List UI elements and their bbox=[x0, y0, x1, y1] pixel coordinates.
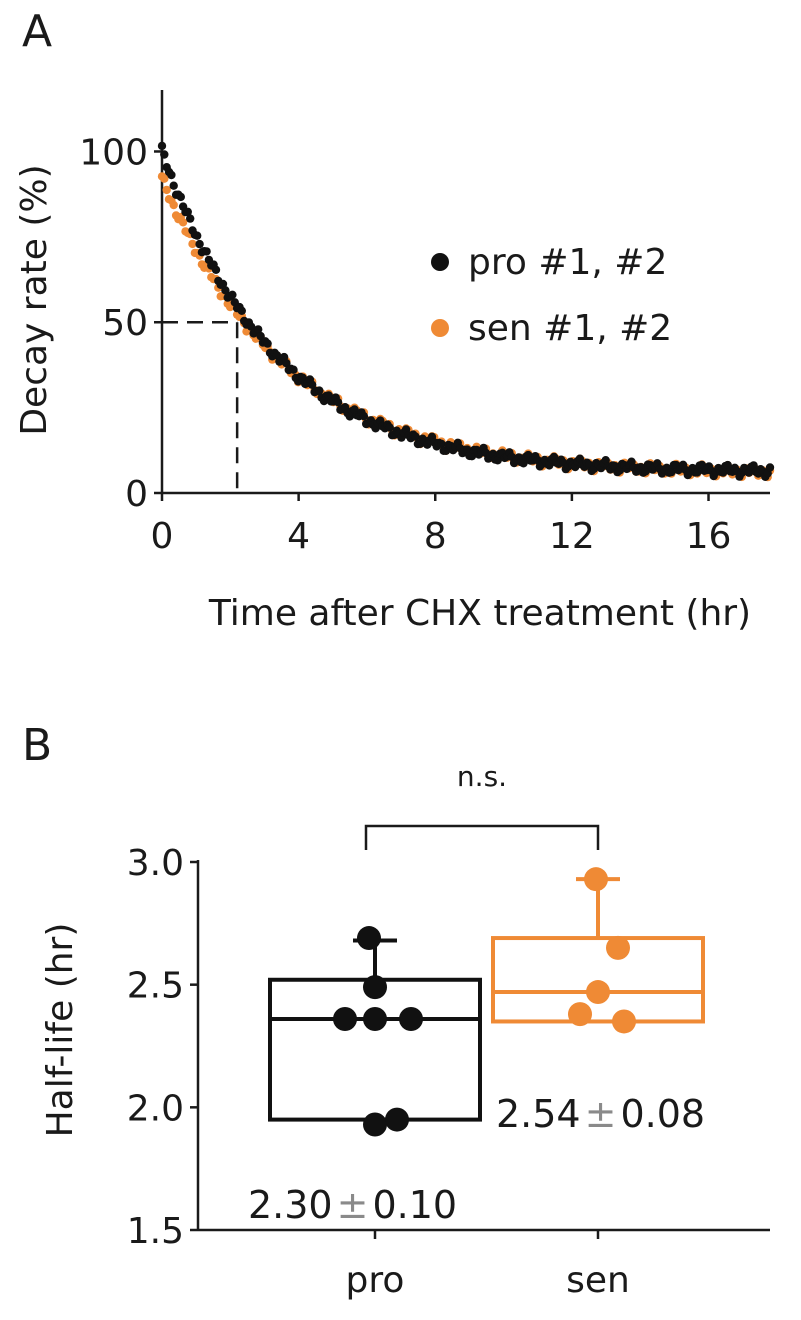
pro-data-point bbox=[333, 398, 343, 407]
legend-marker-pro bbox=[431, 253, 449, 271]
pro-data-point bbox=[193, 231, 202, 240]
pro-plus-minus: ± bbox=[337, 1183, 369, 1227]
panel-a-y-tick-label: 100 bbox=[79, 132, 148, 173]
pro-data-point bbox=[357, 926, 381, 951]
panel-a-label: A bbox=[22, 6, 52, 57]
panel-a-x-tick-label: 8 bbox=[424, 516, 447, 557]
sen-data-point bbox=[178, 218, 188, 227]
panel-a-y-axis-label: Decay rate (%) bbox=[14, 164, 55, 435]
pro-data-point bbox=[463, 445, 472, 454]
panel-a-x-axis-label: Time after CHX treatment (hr) bbox=[208, 593, 751, 634]
sen-data-point bbox=[586, 980, 610, 1005]
significance-bracket bbox=[364, 824, 600, 850]
sen-mean-value: 2.54 bbox=[496, 1092, 581, 1136]
panel-b-y-tick-label: 2.5 bbox=[127, 966, 184, 1007]
sen-data-point bbox=[606, 935, 630, 960]
sen-data-point bbox=[160, 174, 169, 183]
pro-data-point bbox=[363, 975, 387, 1000]
pro-data-point bbox=[183, 207, 192, 216]
pro-data-point bbox=[749, 461, 758, 470]
pro-data-point bbox=[385, 1107, 409, 1132]
panel-b-x-tick-label: sen bbox=[566, 1260, 630, 1301]
panel-a-x-tick-label: 0 bbox=[151, 516, 174, 557]
legend-marker-sen bbox=[431, 319, 449, 337]
pro-data-point bbox=[493, 456, 502, 465]
pro-data-point bbox=[641, 467, 650, 476]
panel-b-y-tick-label: 1.5 bbox=[127, 1211, 184, 1252]
pro-data-point bbox=[399, 1007, 423, 1032]
pro-data-point bbox=[176, 192, 185, 202]
pro-data-point bbox=[437, 439, 446, 448]
panel-b-label: B bbox=[22, 720, 52, 771]
panel-b-y-tick-label: 2.0 bbox=[127, 1088, 184, 1129]
panel-a-plot: 0 50 100 0 4 8 12 16 bbox=[79, 90, 775, 557]
pro-data-point bbox=[308, 380, 317, 389]
pro-data-point bbox=[363, 1007, 387, 1032]
pro-data-point bbox=[237, 306, 246, 315]
pro-data-point bbox=[211, 265, 221, 274]
panel-a-y-tick-label: 50 bbox=[102, 303, 148, 344]
pro-data-point bbox=[228, 290, 237, 299]
pro-data-point bbox=[359, 412, 369, 421]
panel-a-x-tick-label: 12 bbox=[549, 516, 595, 557]
sen-data-point bbox=[584, 867, 608, 892]
sen-box bbox=[491, 936, 705, 1024]
panel-a-x-tick-label: 16 bbox=[686, 516, 732, 557]
pro-box bbox=[268, 977, 482, 1122]
pro-data-point bbox=[282, 359, 291, 368]
pro-data-point bbox=[765, 463, 775, 472]
pro-data-point bbox=[202, 247, 211, 256]
significance-label: n.s. bbox=[457, 760, 507, 793]
pro-data-point bbox=[218, 279, 228, 289]
pro-data-point bbox=[315, 386, 324, 395]
panel-a-x-tick-label: 4 bbox=[287, 516, 310, 557]
sen-data-point bbox=[612, 1009, 636, 1034]
pro-data-point bbox=[157, 141, 167, 151]
pro-data-point bbox=[169, 181, 178, 190]
pro-data-point bbox=[667, 467, 676, 477]
sen-data-point bbox=[162, 185, 171, 195]
panel-a-y-tick-label: 0 bbox=[125, 474, 148, 515]
pro-data-point bbox=[693, 468, 702, 477]
legend-label-sen: sen #1, #2 bbox=[468, 308, 672, 349]
panel-b-y-tick-label: 3.0 bbox=[127, 843, 184, 884]
pro-data-point bbox=[519, 459, 528, 468]
pro-data-point bbox=[467, 452, 477, 461]
pro-data-point bbox=[289, 365, 298, 374]
sen-plus-minus: ± bbox=[585, 1092, 617, 1136]
panel-b-plot: 1.5 2.0 2.5 3.0 pro sen bbox=[127, 843, 770, 1301]
sen-data-point bbox=[568, 1002, 592, 1027]
legend-label-pro: pro #1, #2 bbox=[468, 242, 667, 283]
sen-sd-value: 0.08 bbox=[620, 1092, 705, 1136]
pro-data-point bbox=[167, 170, 176, 180]
pro-data-point bbox=[186, 214, 195, 223]
sen-data-point bbox=[169, 200, 178, 210]
pro-data-point bbox=[221, 286, 230, 295]
pro-data-point bbox=[263, 339, 272, 348]
pro-mean-sd-label: 2.30 ±0.10 bbox=[248, 1183, 457, 1227]
sen-data-point bbox=[188, 239, 197, 249]
panel-b-x-tick-label: pro bbox=[346, 1260, 405, 1301]
pro-mean-value: 2.30 bbox=[248, 1183, 333, 1227]
pro-data-point bbox=[385, 423, 394, 432]
pro-data-point bbox=[160, 150, 169, 159]
pro-data-point bbox=[333, 1007, 357, 1032]
sen-mean-sd-label: 2.54 ±0.08 bbox=[496, 1092, 705, 1136]
pro-data-point bbox=[411, 432, 420, 441]
pro-data-point bbox=[718, 468, 728, 477]
pro-data-point bbox=[195, 239, 204, 249]
pro-data-point bbox=[545, 461, 554, 470]
pro-sd-value: 0.10 bbox=[372, 1183, 457, 1227]
pro-data-point bbox=[254, 325, 263, 334]
pro-data-point bbox=[363, 1112, 387, 1137]
panel-b-y-axis-label: Half-life (hr) bbox=[40, 923, 81, 1138]
